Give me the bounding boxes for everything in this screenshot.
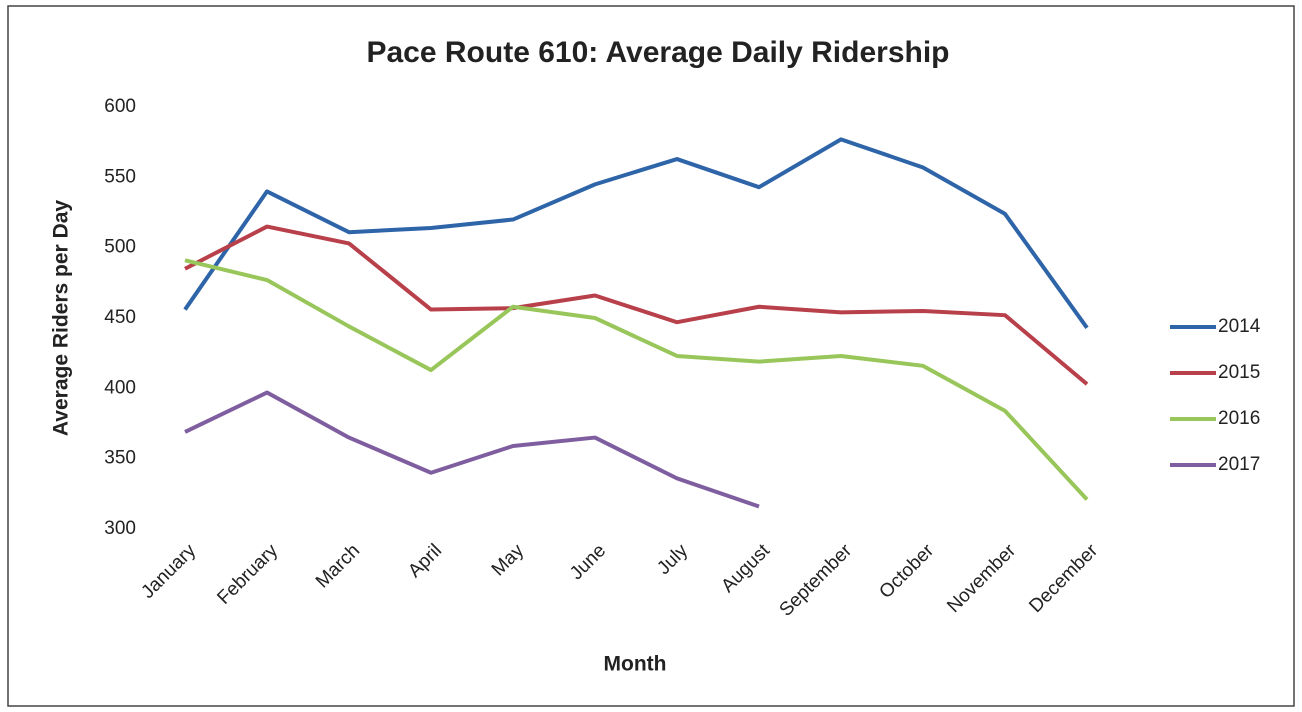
y-tick-label: 300 <box>104 518 136 539</box>
line-series <box>184 258 1089 501</box>
y-tick-label: 450 <box>104 307 136 328</box>
y-axis-title: Average Riders per Day <box>50 200 73 436</box>
y-tick-label: 350 <box>104 448 136 469</box>
legend-label: 2015 <box>1218 362 1260 383</box>
chart-title: Pace Route 610: Average Daily Ridership <box>366 36 949 69</box>
legend-label: 2014 <box>1218 316 1261 337</box>
line-series <box>183 137 1089 330</box>
line-series <box>184 224 1089 386</box>
legend-label: 2016 <box>1218 408 1260 429</box>
y-tick-label: 500 <box>104 237 136 258</box>
y-tick-label: 400 <box>104 377 136 398</box>
x-axis-title: Month <box>604 653 667 676</box>
legend-label: 2017 <box>1218 454 1260 475</box>
chart-frame <box>7 5 1295 707</box>
y-tick-label: 600 <box>104 96 136 117</box>
line-series <box>184 390 760 509</box>
y-tick-label: 550 <box>104 166 136 187</box>
